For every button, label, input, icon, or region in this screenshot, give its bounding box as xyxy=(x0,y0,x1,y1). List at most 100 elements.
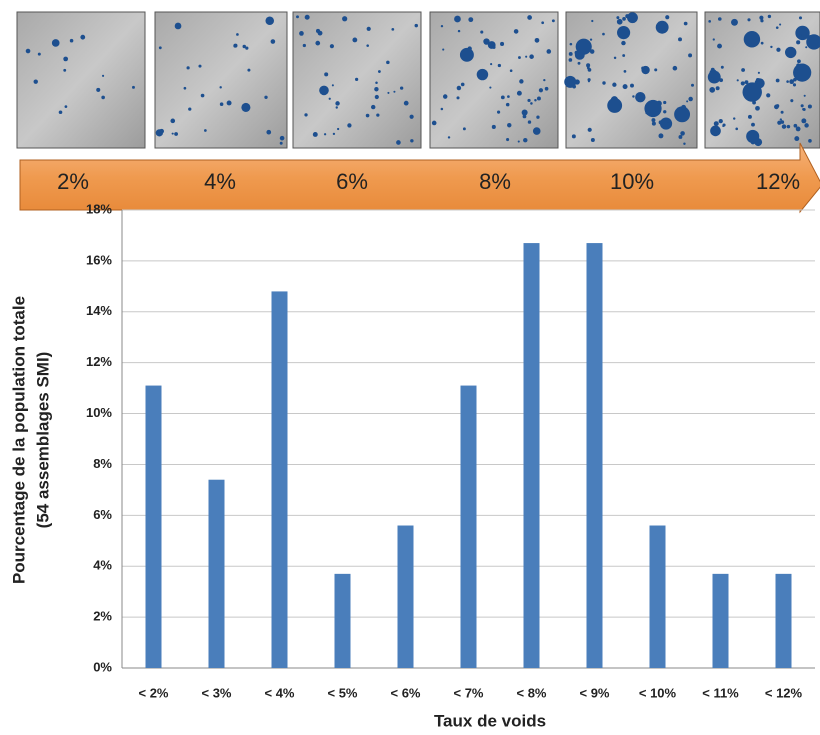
void-dot xyxy=(744,80,749,85)
y-tick-label: 8% xyxy=(93,456,112,471)
void-dot xyxy=(101,95,105,100)
void-dot xyxy=(776,47,781,52)
void-dot xyxy=(743,31,761,48)
void-dot xyxy=(551,19,555,23)
void-dot xyxy=(748,41,752,45)
void-dot xyxy=(564,75,577,88)
void-dot xyxy=(409,114,414,119)
void-dot xyxy=(331,84,334,87)
void-dot xyxy=(770,45,773,49)
void-dot xyxy=(517,140,520,143)
void-dot xyxy=(328,97,331,100)
void-dot xyxy=(683,142,686,145)
void-dot xyxy=(793,77,797,82)
void-dot xyxy=(527,120,532,124)
void-dot xyxy=(793,123,798,128)
void-dot xyxy=(683,21,688,26)
bar xyxy=(208,479,225,668)
void-dot xyxy=(335,101,340,106)
void-dot xyxy=(315,40,321,46)
void-dot xyxy=(265,16,275,26)
void-dot xyxy=(804,123,809,128)
void-dot xyxy=(516,90,522,96)
void-dot xyxy=(37,52,41,56)
void-dot xyxy=(442,48,445,51)
void-image xyxy=(565,11,698,149)
void-dot xyxy=(785,46,797,59)
void-dot xyxy=(64,105,68,108)
void-dot xyxy=(651,118,656,123)
void-dot xyxy=(805,46,808,49)
void-dot xyxy=(304,113,308,117)
void-dot xyxy=(541,21,545,25)
void-dot xyxy=(795,68,798,72)
void-dot xyxy=(799,34,802,37)
x-tick-label: < 10% xyxy=(639,685,677,700)
void-dot xyxy=(658,120,663,125)
void-dot xyxy=(543,78,546,82)
void-dot xyxy=(774,104,779,110)
void-images xyxy=(16,11,820,149)
void-dot xyxy=(735,127,739,131)
void-dot xyxy=(780,110,784,114)
void-dot xyxy=(522,114,527,119)
void-dot xyxy=(456,96,460,100)
void-dot xyxy=(491,124,496,129)
void-dot xyxy=(371,104,376,110)
void-dot xyxy=(630,83,634,88)
scale-label: 10% xyxy=(610,169,654,194)
void-dot xyxy=(808,34,812,38)
void-dot xyxy=(323,133,327,136)
void-dot xyxy=(755,105,760,111)
y-tick-label: 0% xyxy=(93,659,112,674)
void-dot xyxy=(574,49,585,60)
void-dot xyxy=(329,44,334,49)
void-dot xyxy=(489,86,492,89)
void-image xyxy=(16,11,146,149)
void-dot xyxy=(616,16,620,20)
void-dot xyxy=(302,43,306,48)
void-dot xyxy=(674,106,691,123)
void-dot xyxy=(766,93,771,98)
void-dot xyxy=(319,85,329,96)
void-dot xyxy=(757,71,760,74)
x-axis-label: Taux de voids xyxy=(434,711,546,730)
void-dot xyxy=(236,33,239,36)
void-dot xyxy=(500,95,505,100)
void-dot xyxy=(801,118,807,124)
y-tick-label: 16% xyxy=(86,252,112,267)
void-dot xyxy=(63,68,67,72)
void-dot xyxy=(460,82,465,87)
void-dot xyxy=(613,56,617,60)
void-dot xyxy=(509,69,513,73)
void-dot xyxy=(200,93,205,98)
void-dot xyxy=(132,85,135,89)
void-dot xyxy=(569,42,573,46)
void-dot xyxy=(612,82,617,87)
void-dot xyxy=(492,45,496,49)
void-dot xyxy=(219,102,224,106)
void-dot xyxy=(651,121,656,126)
void-dot xyxy=(534,99,537,102)
void-dot xyxy=(798,16,803,20)
void-dot xyxy=(779,23,782,26)
void-dot xyxy=(666,119,671,123)
scale-arrow xyxy=(19,142,820,214)
void-dot xyxy=(617,26,631,40)
void-dot xyxy=(731,18,738,26)
void-dot xyxy=(717,43,722,49)
void-dot xyxy=(69,38,74,43)
void-dot xyxy=(792,83,797,87)
void-dot xyxy=(807,104,812,109)
scale-label: 8% xyxy=(479,169,511,194)
void-dot xyxy=(796,40,801,45)
void-dot xyxy=(622,84,628,90)
void-dot xyxy=(80,34,86,40)
void-dot xyxy=(171,132,174,135)
void-dot xyxy=(710,77,714,81)
void-dot xyxy=(170,118,176,124)
void-dot xyxy=(544,86,549,91)
void-dot xyxy=(410,139,414,143)
void-dot xyxy=(786,80,789,83)
